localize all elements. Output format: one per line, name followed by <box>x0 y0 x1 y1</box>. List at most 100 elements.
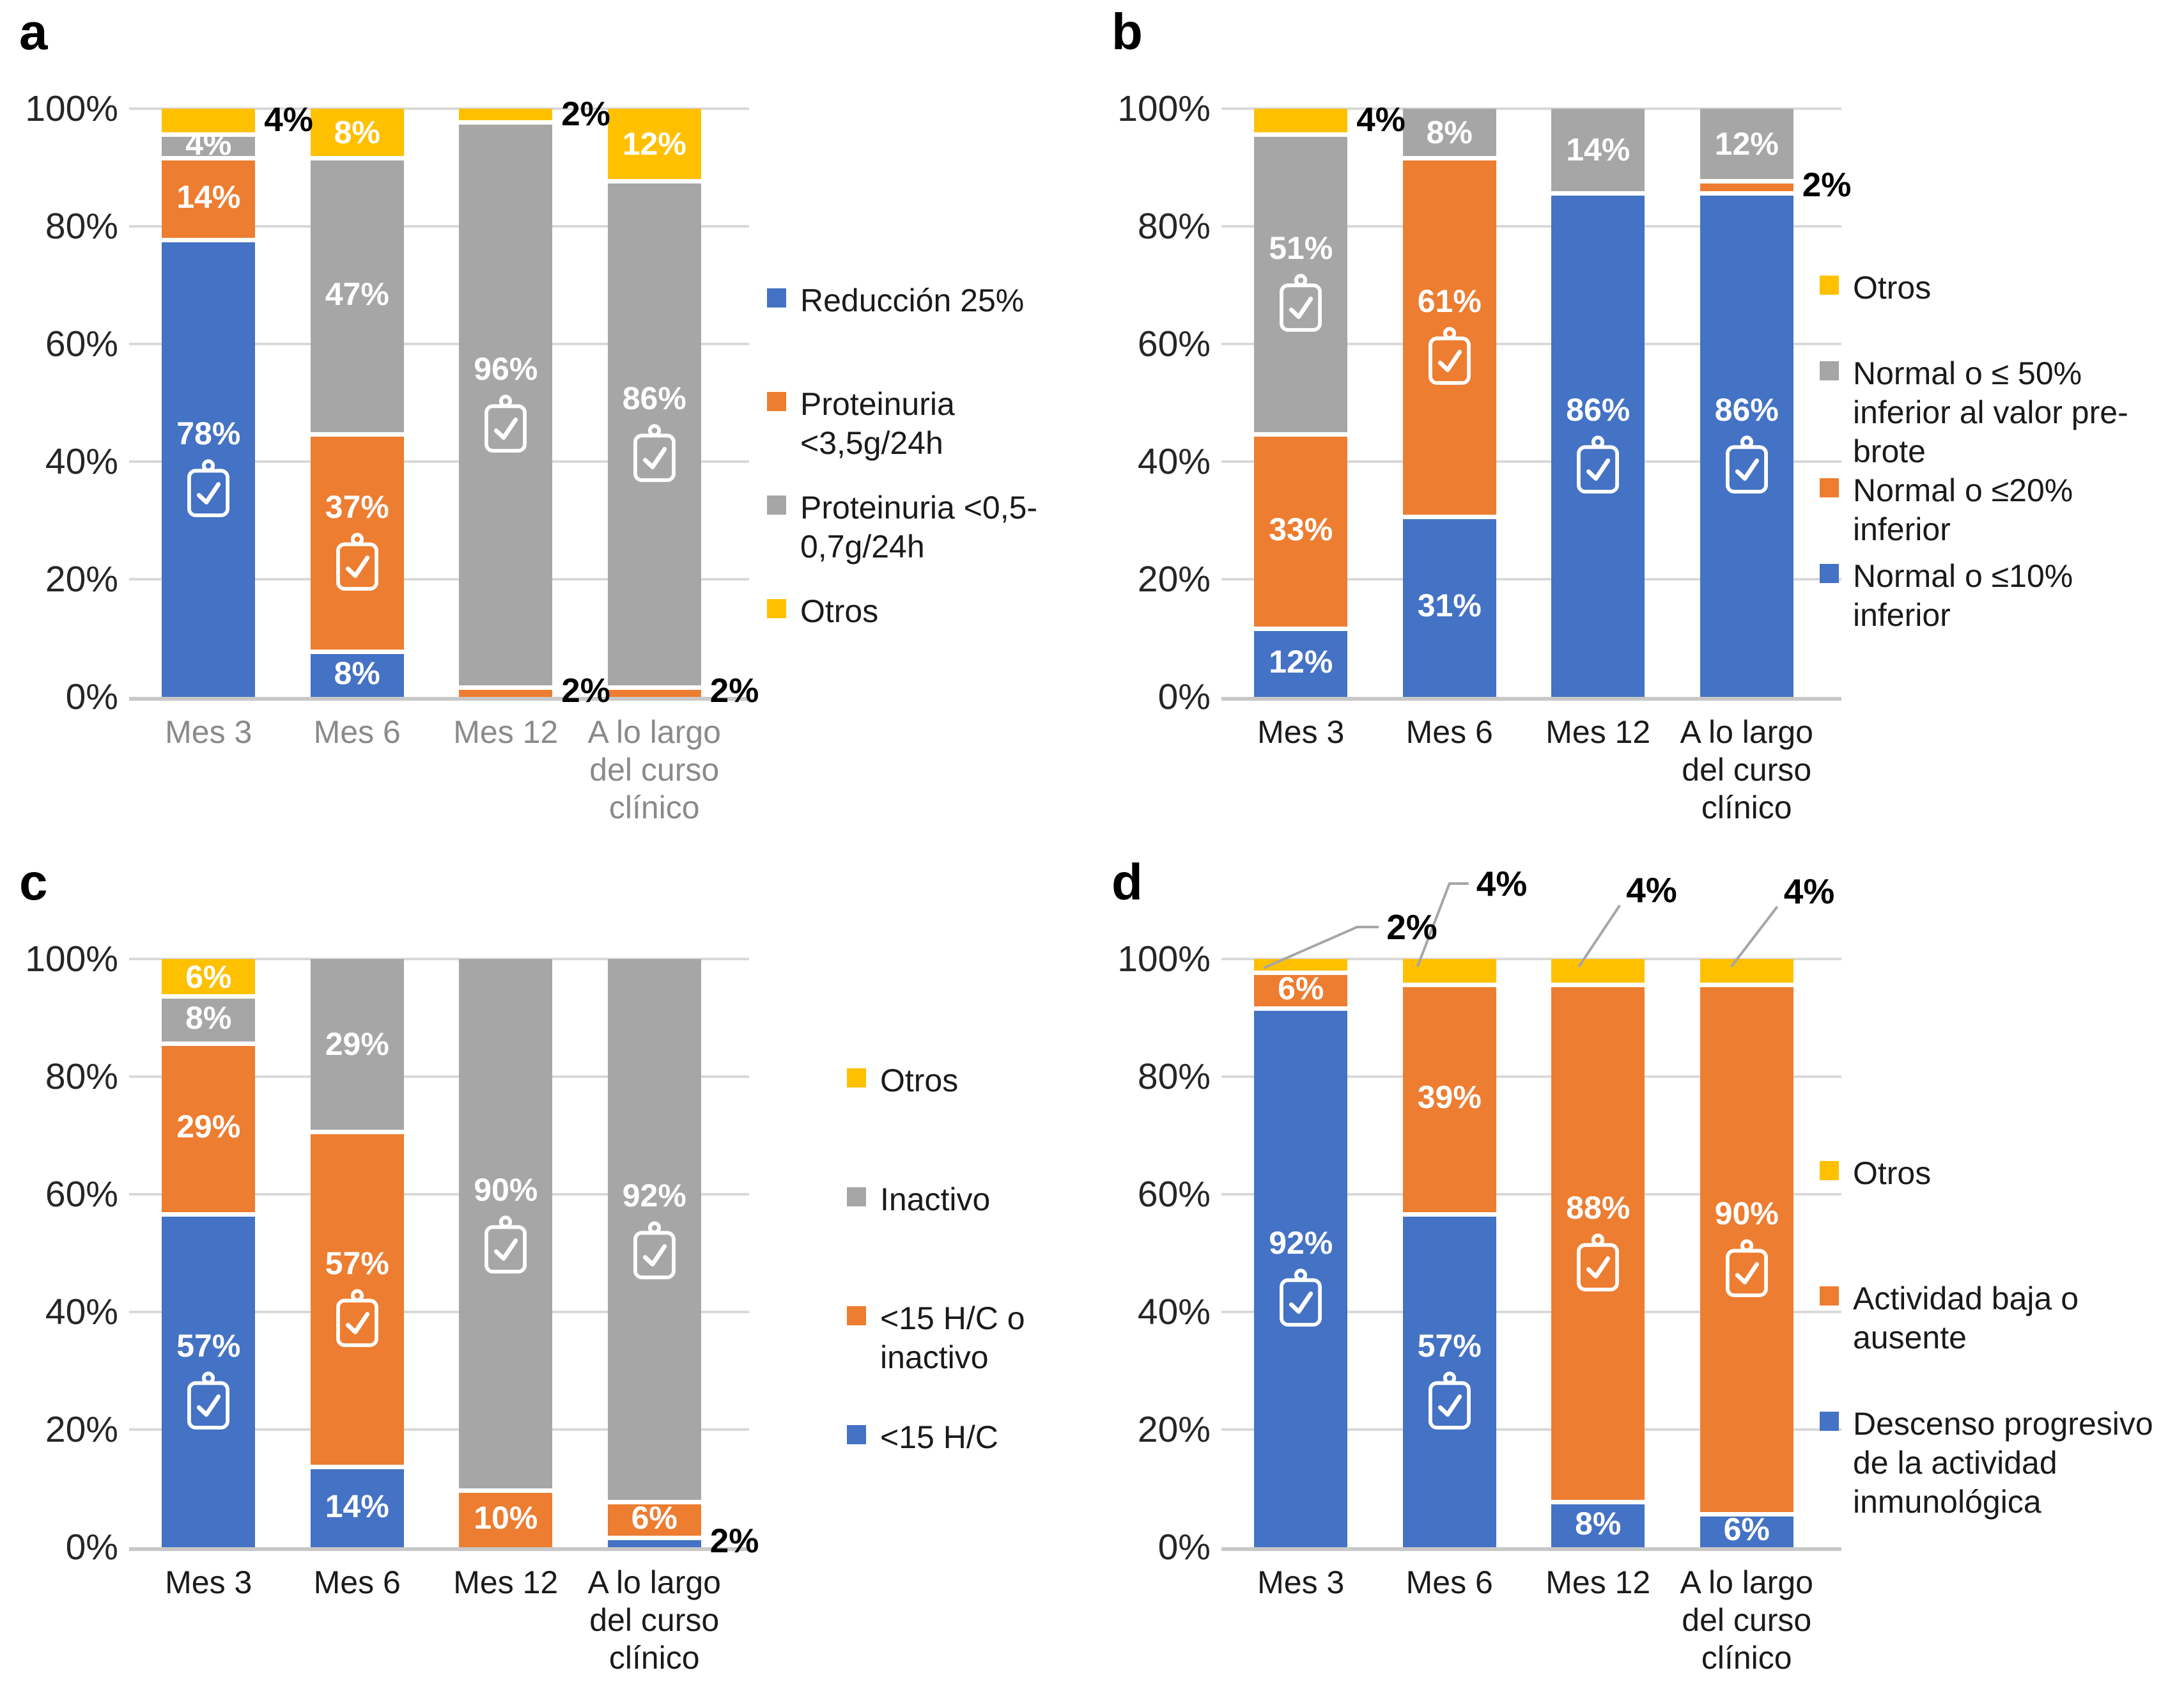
bar-segment <box>162 994 256 1041</box>
legend-item: Proteinuria <0,5-0,7g/24h <box>767 488 1051 592</box>
gridline <box>1221 958 1841 960</box>
legend-label: Normal o ≤10% inferior <box>1853 558 2073 633</box>
gridline <box>129 1075 749 1078</box>
legend-item: <15 H/C <box>847 1418 1080 1537</box>
bar-segment-label: 86% <box>608 179 701 685</box>
bar-segment <box>1402 1212 1496 1547</box>
bar-segment-label: 8% <box>1551 1500 1645 1547</box>
leader-data-label: 4% <box>1626 870 1677 910</box>
legend-marker-orange <box>1820 478 1839 497</box>
bar-segment <box>1551 1500 1645 1547</box>
data-label: 57% <box>1417 1327 1482 1364</box>
x-tick-label: Mes 12 <box>1545 1564 1651 1600</box>
legend-item: Normal o ≤20% inferior <box>1820 471 2178 557</box>
legend-item: Normal o ≤10% inferior <box>1820 557 2178 643</box>
data-label: 12% <box>622 126 686 162</box>
gridline <box>129 460 749 463</box>
data-label: 8% <box>1575 1506 1622 1542</box>
data-label: 6% <box>631 1500 678 1536</box>
legend-item: <15 H/C o inactivo <box>847 1299 1080 1418</box>
legend-item: Proteinuria <3,5g/24h <box>767 385 1051 488</box>
y-tick-label: 0% <box>1158 676 1211 717</box>
y-tick-label: 100% <box>1117 939 1211 979</box>
bar-segment <box>1254 626 1348 697</box>
bar-segment <box>162 109 256 132</box>
legend-item: Otros <box>1820 269 2178 354</box>
legend-label: Descenso progresivo de la actividad inmu… <box>1853 1406 2153 1520</box>
bar-segment-label: 57% <box>162 1212 255 1547</box>
bar-segment <box>310 109 404 156</box>
data-label: 47% <box>325 276 389 312</box>
data-label: 88% <box>1566 1189 1630 1226</box>
gridline <box>129 1547 749 1551</box>
x-tick-label: A lo largo del curso clínico <box>587 714 721 825</box>
y-tick-label: 40% <box>1137 441 1211 482</box>
y-tick-label: 20% <box>45 559 118 600</box>
gridline <box>1221 107 1841 110</box>
gridline <box>129 1428 749 1431</box>
y-tick-label: 0% <box>65 676 118 717</box>
x-tick-label: Mes 12 <box>1545 714 1651 750</box>
legend-item: Actividad baja o ausente <box>1820 1279 2165 1405</box>
data-label: 29% <box>325 1026 389 1063</box>
y-tick-label: 0% <box>1158 1527 1211 1568</box>
gridline <box>129 697 749 701</box>
legend-marker-blue <box>767 288 786 308</box>
legend-label: Reducción 25% <box>800 283 1025 318</box>
legend-label: Inactivo <box>880 1181 991 1217</box>
clipboard-check-icon <box>1725 1239 1768 1297</box>
bar-segment-label: 14% <box>311 1465 404 1547</box>
outside-data-label: 2% <box>1802 166 1852 204</box>
bar-segment <box>1402 109 1496 156</box>
y-tick-label: 60% <box>1137 324 1211 364</box>
bar: 14% 57% 29% <box>310 959 404 1547</box>
bar-segment-label: 12% <box>1254 627 1347 697</box>
outside-data-label: 2% <box>709 671 759 710</box>
data-label: 33% <box>1269 511 1333 547</box>
clipboard-check-icon <box>1725 435 1768 494</box>
panel-b: b 0% 20% 40% 60% 80% 100% 12% 33% 51% 4% Mes 3 31%… <box>1092 0 2184 850</box>
gridline <box>1221 460 1841 463</box>
legend-item: Reducción 25% <box>767 281 1051 385</box>
outside-data-label: 4% <box>264 101 313 139</box>
bar: 12% 33% 51% <box>1254 109 1348 697</box>
gridline <box>129 1193 749 1196</box>
x-tick-label: Mes 3 <box>165 1564 252 1600</box>
gridline <box>1221 1193 1841 1196</box>
panel-letter-d: d <box>1111 854 1143 910</box>
y-tick-label: 20% <box>45 1409 118 1450</box>
bar-segment-label: 92% <box>1254 1006 1347 1547</box>
data-label: 86% <box>1566 392 1630 428</box>
bar: 96% <box>459 109 553 697</box>
bar-segment-label: 10% <box>459 1488 552 1547</box>
legend-label: Otros <box>1853 270 1932 306</box>
bar-segment-label: 14% <box>162 156 255 238</box>
x-tick-label: Mes 6 <box>1406 714 1493 750</box>
bar-segment <box>162 1212 256 1547</box>
bar-segment <box>310 959 404 1130</box>
legend-marker-blue <box>1820 564 1839 583</box>
x-tick-label: Mes 6 <box>313 1564 401 1600</box>
clipboard-check-icon <box>1577 1233 1620 1291</box>
panel-letter-c: c <box>19 854 48 910</box>
bar-segment-label: 29% <box>162 1041 255 1212</box>
legend-marker-gray <box>1820 361 1839 380</box>
bar-segment <box>162 1041 256 1212</box>
data-label: 57% <box>325 1245 389 1281</box>
bar-segment-label: 51% <box>1254 132 1347 432</box>
bar-segment <box>1254 109 1348 132</box>
bar: 10% 90% <box>459 959 553 1547</box>
legend: Otros Actividad baja o ausente Descenso pr… <box>1820 1154 2165 1530</box>
x-tick-label: A lo largo del curso clínico <box>1680 1564 1813 1676</box>
bar-segment <box>1254 432 1348 627</box>
bar-segment-label: 6% <box>608 1500 701 1536</box>
data-label: 14% <box>176 179 241 215</box>
legend-label: Normal o ≤20% inferior <box>1853 472 2073 547</box>
bar-segment-label: 12% <box>608 109 701 179</box>
data-label: 39% <box>1417 1079 1482 1116</box>
bar: 86% 12% <box>1700 109 1793 697</box>
bar-segment <box>459 109 553 121</box>
y-tick-label: 20% <box>1137 1409 1211 1450</box>
bar-segment <box>1700 109 1793 180</box>
x-tick-label: A lo largo del curso clínico <box>587 1564 721 1676</box>
